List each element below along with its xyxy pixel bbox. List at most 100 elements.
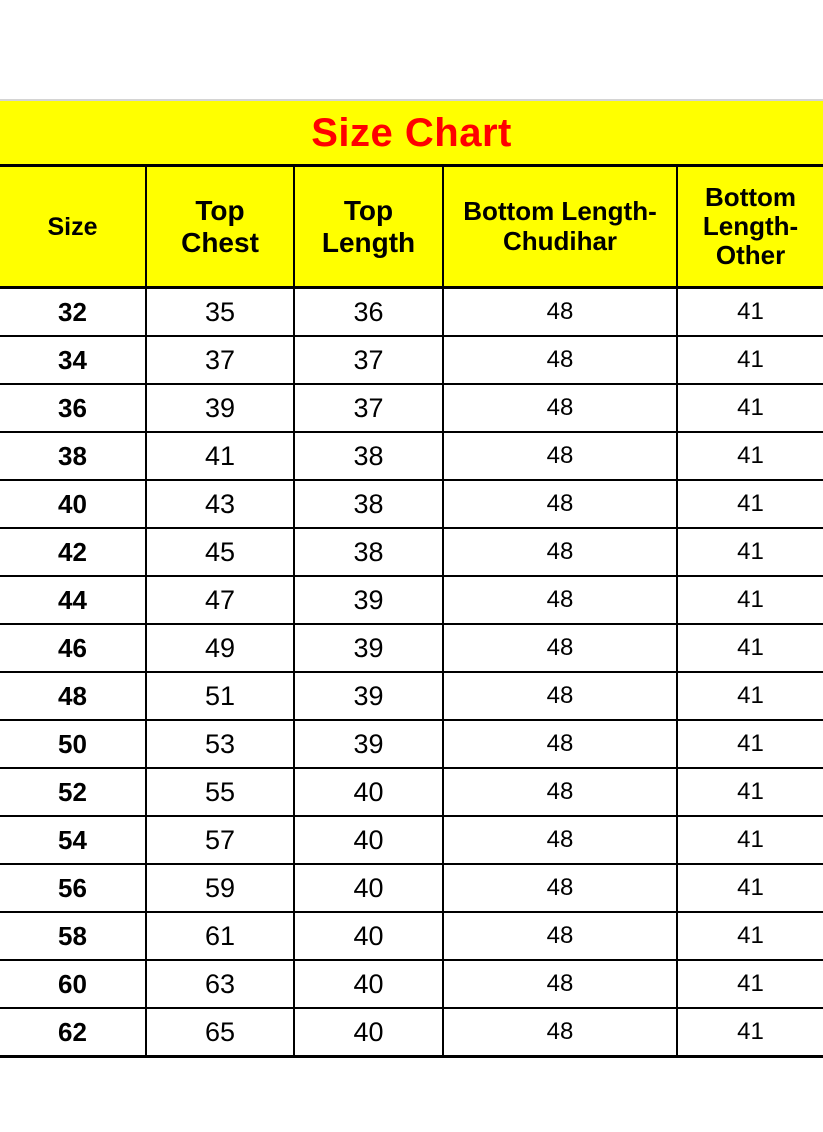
cell-top-chest: 41: [145, 431, 295, 481]
table-row: 34 37 37 48 41: [0, 335, 823, 385]
column-header-bottom-length-other: Bottom Length- Other: [675, 164, 823, 289]
cell-top-chest: 63: [145, 959, 295, 1009]
cell-bottom-length-chudihar: 48: [442, 431, 678, 481]
cell-top-chest: 55: [145, 767, 295, 817]
cell-bottom-length-chudihar: 48: [442, 863, 678, 913]
column-header-bottom-length-other-line-2: Length-: [702, 210, 799, 241]
table-row: 42 45 38 48 41: [0, 527, 823, 577]
cell-size: 50: [0, 719, 147, 769]
table-row: 48 51 39 48 41: [0, 671, 823, 721]
cell-top-length: 40: [293, 863, 444, 913]
cell-top-chest: 47: [145, 575, 295, 625]
column-header-top-length-line-2: Length: [321, 226, 416, 258]
cell-bottom-length-other: 41: [675, 671, 823, 721]
table-row: 32 35 36 48 41: [0, 286, 823, 337]
cell-size: 42: [0, 527, 147, 577]
cell-top-chest: 57: [145, 815, 295, 865]
cell-bottom-length-other: 41: [675, 815, 823, 865]
column-header-size-line-1: Size: [47, 212, 98, 241]
table-row: 60 63 40 48 41: [0, 959, 823, 1009]
column-header-top-chest: Top Chest: [145, 164, 295, 289]
cell-bottom-length-chudihar: 48: [442, 383, 678, 433]
cell-bottom-length-chudihar: 48: [442, 959, 678, 1009]
cell-bottom-length-other: 41: [675, 335, 823, 385]
table-row: 38 41 38 48 41: [0, 431, 823, 481]
cell-bottom-length-chudihar: 48: [442, 335, 678, 385]
size-chart-container: Size Chart Size Top Chest Top Length: [0, 101, 823, 1058]
table-row: 52 55 40 48 41: [0, 767, 823, 817]
cell-top-length: 39: [293, 719, 444, 769]
cell-size: 38: [0, 431, 147, 481]
cell-bottom-length-other: 41: [675, 863, 823, 913]
cell-top-chest: 43: [145, 479, 295, 529]
cell-size: 46: [0, 623, 147, 673]
cell-bottom-length-chudihar: 48: [442, 911, 678, 961]
cell-top-chest: 51: [145, 671, 295, 721]
cell-size: 48: [0, 671, 147, 721]
page-title: Size Chart: [311, 110, 512, 155]
column-header-bottom-length-other-line-3: Other: [715, 240, 786, 271]
cell-top-length: 38: [293, 479, 444, 529]
cell-bottom-length-other: 41: [675, 911, 823, 961]
header-row: Size Top Chest Top Length Bottom Length-…: [0, 164, 823, 289]
table-row: 44 47 39 48 41: [0, 575, 823, 625]
cell-bottom-length-other: 41: [675, 767, 823, 817]
cell-top-length: 40: [293, 959, 444, 1009]
cell-bottom-length-chudihar: 48: [442, 767, 678, 817]
cell-size: 56: [0, 863, 147, 913]
table-row: 50 53 39 48 41: [0, 719, 823, 769]
cell-bottom-length-other: 41: [675, 383, 823, 433]
cell-size: 32: [0, 286, 147, 337]
cell-size: 40: [0, 479, 147, 529]
cell-top-chest: 59: [145, 863, 295, 913]
top-divider-rule: [0, 99, 823, 101]
cell-size: 34: [0, 335, 147, 385]
column-header-top-length-line-1: Top: [343, 195, 394, 227]
column-header-bottom-length-other-line-1: Bottom: [705, 181, 797, 212]
cell-bottom-length-chudihar: 48: [442, 815, 678, 865]
column-header-bottom-length-chudihar-line-1: Bottom Length-: [463, 196, 657, 227]
title-row: Size Chart: [0, 101, 823, 167]
table-row: 58 61 40 48 41: [0, 911, 823, 961]
cell-bottom-length-chudihar: 48: [442, 527, 678, 577]
cell-top-chest: 53: [145, 719, 295, 769]
cell-bottom-length-other: 41: [675, 1007, 823, 1058]
table-row: 46 49 39 48 41: [0, 623, 823, 673]
cell-top-length: 40: [293, 1007, 444, 1058]
table-row: 36 39 37 48 41: [0, 383, 823, 433]
cell-bottom-length-other: 41: [675, 479, 823, 529]
cell-top-length: 40: [293, 911, 444, 961]
chart-title-cell: Size Chart: [0, 101, 823, 167]
cell-top-chest: 65: [145, 1007, 295, 1058]
cell-bottom-length-other: 41: [675, 527, 823, 577]
table-row: 40 43 38 48 41: [0, 479, 823, 529]
cell-bottom-length-chudihar: 48: [442, 479, 678, 529]
cell-bottom-length-other: 41: [675, 623, 823, 673]
cell-top-chest: 39: [145, 383, 295, 433]
cell-top-length: 36: [293, 286, 444, 337]
cell-top-length: 38: [293, 527, 444, 577]
cell-bottom-length-chudihar: 48: [442, 671, 678, 721]
cell-bottom-length-chudihar: 48: [442, 623, 678, 673]
cell-top-length: 38: [293, 431, 444, 481]
cell-size: 44: [0, 575, 147, 625]
cell-top-length: 40: [293, 815, 444, 865]
cell-top-chest: 49: [145, 623, 295, 673]
table-row: 62 65 40 48 41: [0, 1007, 823, 1058]
cell-top-length: 39: [293, 671, 444, 721]
cell-bottom-length-chudihar: 48: [442, 1007, 678, 1058]
cell-size: 60: [0, 959, 147, 1009]
cell-bottom-length-other: 41: [675, 431, 823, 481]
cell-top-chest: 61: [145, 911, 295, 961]
cell-top-length: 37: [293, 383, 444, 433]
cell-top-length: 39: [293, 623, 444, 673]
cell-bottom-length-other: 41: [675, 719, 823, 769]
cell-bottom-length-chudihar: 48: [442, 719, 678, 769]
cell-top-length: 40: [293, 767, 444, 817]
cell-bottom-length-other: 41: [675, 575, 823, 625]
column-header-top-chest-line-2: Chest: [181, 226, 259, 258]
column-header-size: Size: [0, 164, 147, 289]
cell-size: 58: [0, 911, 147, 961]
column-header-bottom-length-chudihar: Bottom Length- Chudihar: [442, 164, 678, 289]
